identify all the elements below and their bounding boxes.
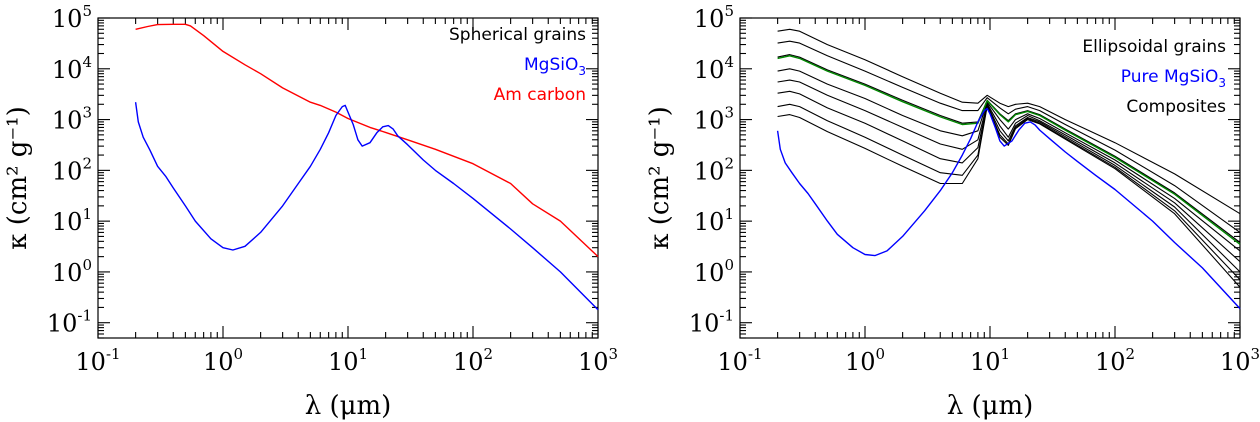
y-tick-label: 100 [694, 256, 734, 287]
x-axis-title: λ (μm) [305, 391, 392, 421]
series-line-4 [777, 79, 1241, 263]
legend-entry: Composites [1126, 97, 1226, 117]
y-tick-label: 105 [694, 2, 734, 33]
x-tick-label: 100 [203, 345, 243, 376]
y-tick-label: 104 [694, 53, 734, 84]
x-tick-label: 101 [970, 345, 1010, 376]
x-tick-label: 10-1 [717, 345, 762, 376]
y-tick-label: 10-1 [47, 307, 92, 338]
y-tick-label: 103 [52, 104, 92, 135]
y-tick-label: 101 [694, 205, 734, 236]
series-line-0 [777, 28, 1241, 215]
x-tick-label: 103 [1220, 345, 1260, 376]
legend-entry: Pure MgSiO3 [1121, 67, 1226, 90]
x-tick-label: 101 [328, 345, 368, 376]
y-tick-label: 102 [52, 154, 92, 185]
series-line-5 [777, 90, 1241, 273]
y-tick-label: 103 [694, 104, 734, 135]
series-line-7 [777, 105, 1241, 288]
series-line-1 [777, 40, 1241, 233]
y-tick-label: 101 [52, 205, 92, 236]
right-panel-ellipsoidal-grains: 10-1 100 101 102 103 10-1 100 101 102 103 104 105 λ … [645, 2, 1260, 421]
left-panel-spherical-grains: 10-1 100 101 102 103 10-1 100 101 102 103 104 105 λ … [3, 2, 618, 421]
y-tick-label: 100 [52, 256, 92, 287]
series-line-8 [777, 55, 1241, 245]
y-axis-title: κ (cm² g⁻¹) [645, 106, 675, 250]
y-axis-title: κ (cm² g⁻¹) [3, 106, 33, 250]
x-tick-label: 10-1 [75, 345, 120, 376]
series-line-1 [134, 102, 599, 311]
y-tick-label: 102 [694, 154, 734, 185]
legend-entry: MgSiO3 [524, 55, 586, 78]
legend-entry: Am carbon [494, 85, 586, 105]
y-tick-label: 10-1 [689, 307, 734, 338]
y-tick-label: 104 [52, 53, 92, 84]
x-tick-label: 102 [453, 345, 493, 376]
x-tick-label: 102 [1095, 345, 1135, 376]
y-tick-label: 105 [52, 2, 92, 33]
plot-frame [97, 17, 599, 339]
legend-entry: Spherical grains [449, 25, 586, 45]
legend-entry: Ellipsoidal grains [1082, 37, 1226, 57]
x-tick-label: 103 [578, 345, 618, 376]
x-tick-label: 100 [845, 345, 885, 376]
series-line-9 [776, 107, 1241, 310]
series-line-0 [135, 23, 599, 258]
x-axis-title: λ (μm) [947, 391, 1034, 421]
series-line-6 [777, 103, 1241, 281]
